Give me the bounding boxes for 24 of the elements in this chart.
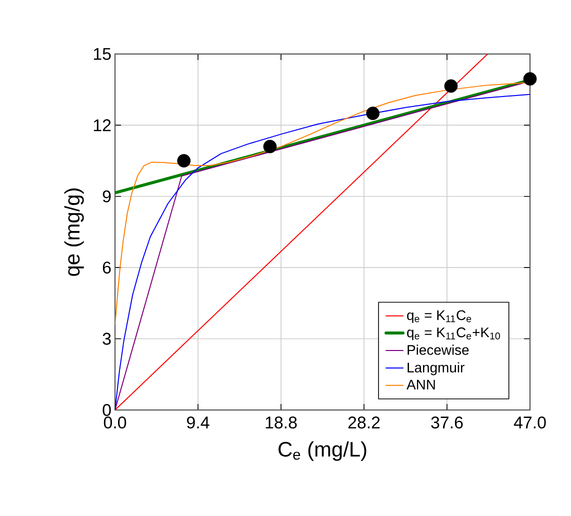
y-tick-label: 12 (94, 119, 111, 132)
x-tick-label: 37.6 (431, 416, 463, 429)
point (523, 72, 537, 86)
y-axis-title: qe (mg/g) (64, 188, 84, 276)
point (444, 79, 458, 93)
legend-label: q$_{e}$ = K$_{11}$C$_{e}$+K$_{10}$ (407, 327, 500, 340)
x-axis-title: C$_{e}$ (mg/L) (278, 441, 366, 461)
y-tick-label: 0 (102, 404, 111, 416)
legend-label: Langmuir (408, 362, 464, 376)
x-tick-label: 28.2 (348, 416, 380, 429)
y-tick-label: 3 (102, 332, 111, 345)
legend-label: ANN (406, 380, 435, 390)
y-tick-label: 9 (102, 190, 111, 202)
y-tick-label: 6 (102, 262, 111, 274)
legend-label: q$_{e}$ = K$_{11}$C$_{e}$ (407, 310, 472, 323)
x-tick-label: 0.0 (104, 416, 126, 429)
x-tick-label: 18.8 (266, 416, 297, 429)
point (177, 154, 191, 168)
point (263, 140, 277, 154)
x-tick-label: 47.0 (514, 416, 546, 429)
point (366, 106, 380, 120)
x-tick-label: 9.4 (187, 416, 210, 429)
legend-label: Piecewise (408, 344, 469, 355)
y-tick-label: 15 (94, 48, 111, 60)
